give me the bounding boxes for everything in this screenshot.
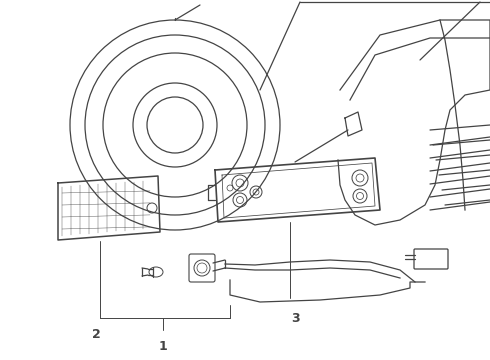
Text: 3: 3 xyxy=(291,312,299,325)
Text: 1: 1 xyxy=(159,340,168,353)
Text: 2: 2 xyxy=(92,328,100,341)
